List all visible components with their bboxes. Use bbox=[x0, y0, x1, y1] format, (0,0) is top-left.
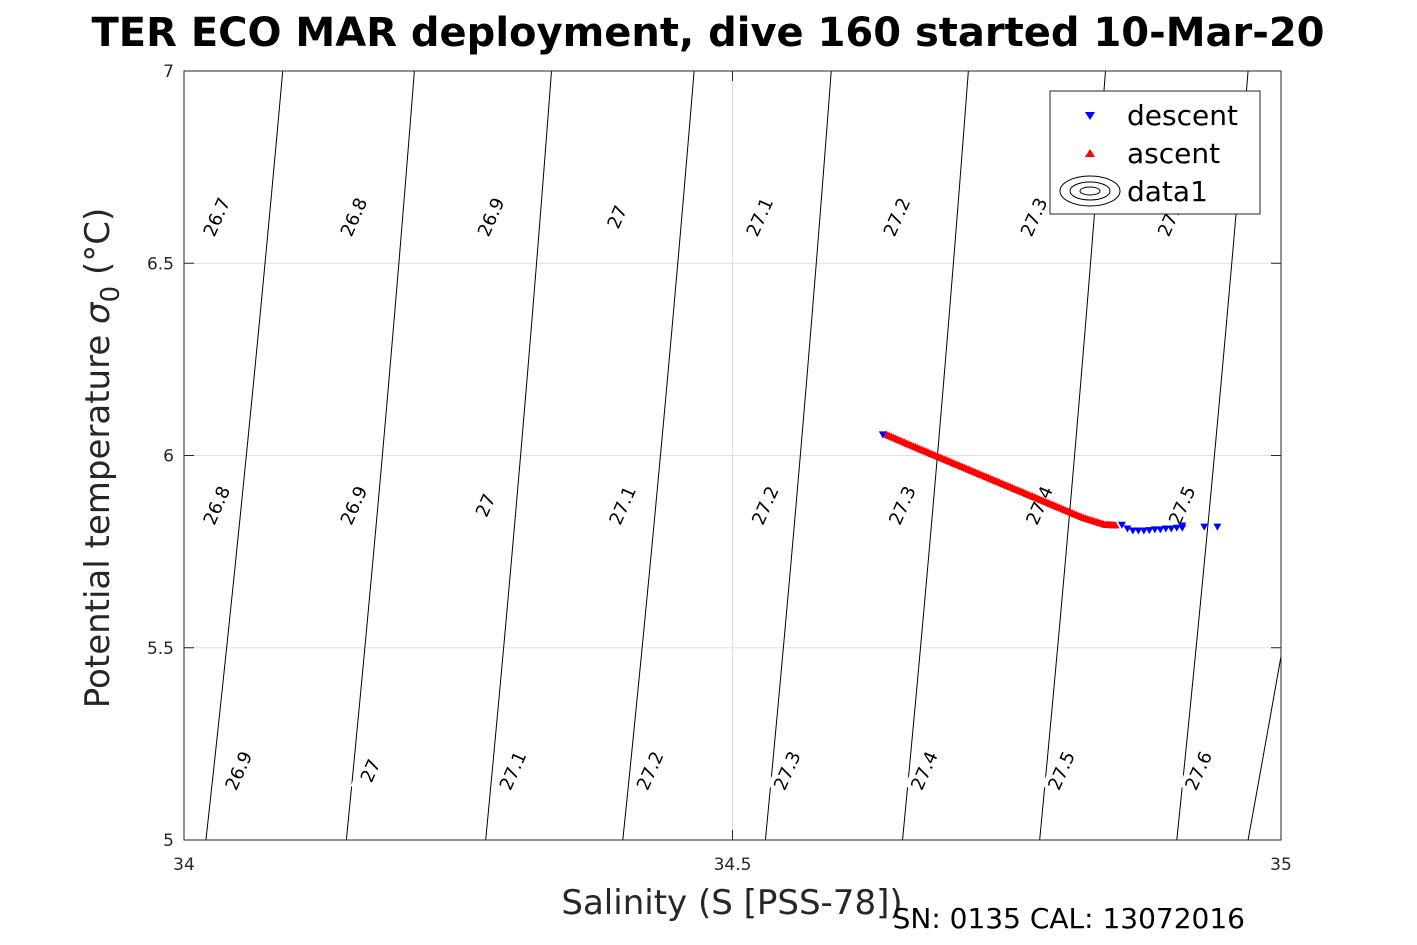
descent-point bbox=[1213, 523, 1222, 531]
descent-point bbox=[1178, 522, 1187, 530]
y-axis-label-symbol: σ bbox=[78, 301, 118, 324]
y-tick-label: 7 bbox=[163, 62, 174, 82]
descent-point bbox=[1167, 525, 1176, 533]
contour-label-bg bbox=[196, 480, 235, 530]
legend-descent-marker bbox=[1085, 112, 1095, 120]
y-tick-label: 5.5 bbox=[147, 639, 174, 659]
descent-point bbox=[1156, 526, 1165, 534]
legend-ascent-label: ascent bbox=[1127, 137, 1220, 170]
contour-label-bg bbox=[740, 192, 779, 242]
contour-label-bg bbox=[218, 745, 257, 795]
y-tick-label: 5 bbox=[163, 831, 174, 851]
chart-title: TER ECO MAR deployment, dive 160 started… bbox=[91, 10, 1324, 56]
density-contour-line bbox=[205, 71, 284, 840]
contour-label-bg bbox=[602, 480, 641, 530]
contour-label-bg bbox=[350, 745, 389, 795]
contour-label-bg bbox=[630, 745, 669, 795]
density-contour-line bbox=[485, 71, 552, 840]
y-axis-label: Potential temperature σ0 (°C) bbox=[78, 208, 126, 708]
ascent-point bbox=[1111, 521, 1120, 529]
x-tick-label: 34.5 bbox=[714, 855, 752, 875]
descent-point bbox=[1161, 525, 1170, 533]
descent-point bbox=[1128, 527, 1137, 535]
y-tick-label: 6.5 bbox=[147, 254, 174, 274]
legend-descent-label: descent bbox=[1127, 99, 1238, 132]
y-axis-label-subscript: 0 bbox=[96, 286, 126, 303]
density-contour-line bbox=[622, 71, 695, 840]
contour-label-bg bbox=[196, 192, 235, 242]
contour-label-bg bbox=[877, 192, 916, 242]
descent-point bbox=[1123, 525, 1132, 533]
x-tick-label: 35 bbox=[1270, 855, 1292, 875]
contour-label-bg bbox=[1178, 745, 1217, 795]
contour-label-bg bbox=[882, 480, 921, 530]
legend: descent ascent data1 bbox=[1049, 90, 1261, 215]
legend-box bbox=[1049, 90, 1261, 215]
y-tick-label: 6 bbox=[163, 447, 174, 467]
contour-label-bg bbox=[1041, 745, 1080, 795]
legend-ascent-marker bbox=[1085, 149, 1095, 157]
descent-point bbox=[878, 431, 887, 439]
y-axis-label-group: Potential temperature σ0 (°C) bbox=[78, 208, 126, 708]
contour-label-bg bbox=[1162, 480, 1201, 530]
contour-label-bg bbox=[471, 192, 510, 242]
density-contour-line bbox=[345, 71, 415, 840]
data-series bbox=[878, 430, 1222, 535]
descent-point bbox=[1117, 521, 1126, 529]
descent-point bbox=[1172, 524, 1181, 532]
contour-label-bg bbox=[1014, 192, 1053, 242]
legend-contour-icon bbox=[1059, 175, 1121, 207]
contour-label-bg bbox=[493, 745, 532, 795]
y-axis-label-text: Potential temperature bbox=[78, 335, 118, 708]
contour-label-bg bbox=[465, 480, 504, 530]
y-axis-label-unit: (°C) bbox=[78, 208, 118, 275]
x-axis-label: Salinity (S [PSS-78]) bbox=[561, 883, 902, 923]
serial-calibration-footer: SN: 0135 CAL: 13072016 bbox=[893, 902, 1245, 935]
descent-point bbox=[1145, 527, 1154, 535]
contour-label-bg bbox=[904, 745, 943, 795]
contour-label-bg bbox=[745, 480, 784, 530]
contour-label-bg bbox=[1019, 480, 1058, 530]
contour-label-bg bbox=[334, 480, 373, 530]
descent-point bbox=[1150, 526, 1159, 534]
descent-point bbox=[1139, 527, 1148, 535]
x-tick-label: 34 bbox=[173, 855, 195, 875]
contour-label-bg bbox=[334, 192, 373, 242]
density-contour-line bbox=[764, 71, 832, 840]
density-contour-line bbox=[1247, 653, 1281, 840]
contour-label-bg bbox=[767, 745, 806, 795]
y-axis-label-spacer bbox=[78, 275, 118, 286]
legend-data1-label: data1 bbox=[1127, 175, 1208, 208]
contour-label-bg bbox=[597, 192, 636, 242]
axis-ticks: 34 34.5 35 5 5.5 6 6.5 7 bbox=[147, 62, 1292, 875]
descent-point bbox=[1200, 523, 1209, 531]
descent-point bbox=[1134, 527, 1143, 535]
